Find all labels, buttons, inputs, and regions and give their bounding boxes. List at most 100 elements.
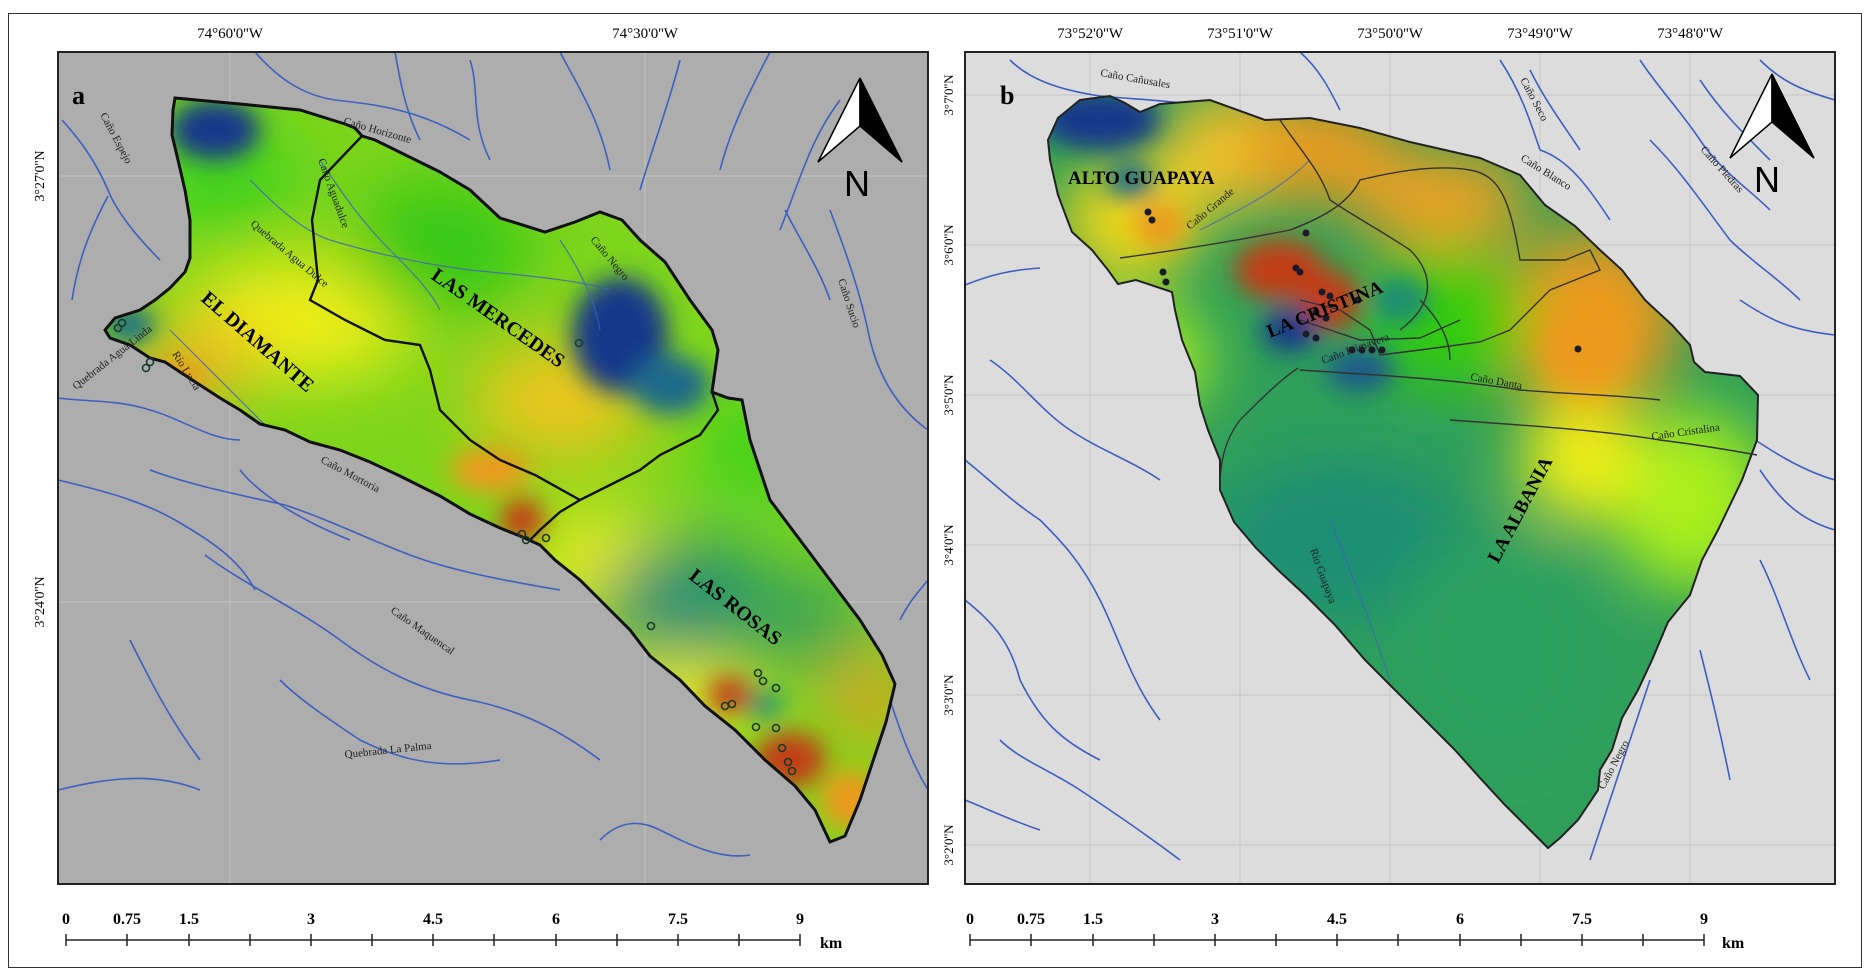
zone-boundary	[1419, 299, 1451, 361]
surface-blob	[1520, 400, 1640, 520]
north-label-a: N	[844, 163, 870, 204]
sample-point	[1302, 330, 1310, 338]
scale-tick-label: 9	[796, 911, 804, 928]
river-line	[71, 195, 109, 301]
panel-a-lat-label: 3°27'0''N	[33, 150, 48, 201]
zone-boundary	[1119, 167, 1601, 356]
rivers-outside-a	[57, 51, 929, 857]
panel-b-lat-label: 3°7'0''N	[941, 74, 956, 116]
panel-a-lon-label: 74°60'0''W	[197, 26, 264, 42]
river-line	[57, 479, 256, 591]
sample-point	[517, 529, 527, 539]
sample-point	[1322, 314, 1330, 322]
zone-boundary	[1299, 369, 1661, 401]
river-line	[599, 822, 751, 857]
sample-point	[1144, 208, 1152, 216]
river-line	[1649, 139, 1801, 301]
panel-b-lat-label: 3°4'0''N	[941, 524, 956, 566]
surface-blob	[730, 570, 870, 670]
river-line	[1739, 299, 1836, 336]
river-line	[1759, 469, 1836, 531]
sample-point	[771, 723, 781, 733]
surface-blob	[1326, 348, 1394, 392]
river-line	[559, 51, 611, 171]
sample-point	[1368, 346, 1376, 354]
sample-point	[1312, 334, 1320, 342]
river-line	[1329, 519, 1391, 681]
river-line	[1589, 679, 1651, 861]
panel-a-letter: a	[72, 81, 85, 110]
river-line	[1759, 59, 1836, 101]
surface-hotspots	[105, 100, 880, 830]
scale-tick-label: 0	[62, 911, 70, 928]
river-line	[1529, 69, 1581, 151]
surface-blob	[1262, 308, 1318, 352]
sample-point	[777, 743, 787, 753]
river-line	[639, 59, 681, 191]
sample-point	[771, 683, 781, 693]
river-line	[964, 267, 1041, 286]
sample-point	[758, 676, 768, 686]
sample-point	[574, 338, 584, 348]
scale-tick-label: 3	[1211, 911, 1219, 928]
scale-tick-label: 4.5	[1327, 911, 1347, 928]
sample-point	[1162, 278, 1170, 286]
surface-blob	[170, 100, 260, 160]
scale-unit-a: km	[820, 935, 843, 952]
surface-blob	[1390, 530, 1610, 770]
panel-b-frame	[964, 51, 1836, 885]
sample-point	[541, 533, 551, 543]
scale-tick-label: 3	[307, 911, 315, 928]
surface-blob	[630, 355, 710, 415]
north-label-b: N	[1754, 159, 1780, 200]
panel-a-frame	[57, 51, 929, 885]
scale-tick-label: 7.5	[1572, 911, 1592, 928]
sample-point	[1378, 346, 1386, 354]
panel-b-lon-label: 73°51'0''W	[1207, 26, 1274, 42]
river-line	[964, 599, 1101, 761]
river-line	[889, 699, 929, 791]
river-line	[61, 119, 161, 261]
river-line	[1499, 59, 1541, 151]
panel-b-lon-label: 73°50'0''W	[1357, 26, 1424, 42]
north-arrow-shape	[859, 77, 903, 163]
surface-blob	[1235, 240, 1325, 300]
zone-boundary	[529, 498, 581, 541]
surface-blob	[1106, 162, 1154, 198]
scale-tick-label: 0.75	[1017, 911, 1045, 928]
scale-tick-label: 6	[552, 911, 560, 928]
map-panel-b: b ALTO GUAPAYA LA CRISTINA LA ALBANIA Ca…	[941, 26, 1836, 952]
river-line	[964, 799, 1041, 831]
sample-point	[753, 668, 763, 678]
river-line	[204, 554, 601, 761]
river-line	[719, 51, 771, 171]
sample-point	[783, 757, 793, 767]
river-line	[249, 179, 611, 291]
river-line	[469, 59, 491, 161]
north-arrow-b: N	[1729, 73, 1815, 200]
panel-a-lat-label: 3°24'0''N	[33, 576, 48, 627]
sample-point	[1326, 292, 1334, 300]
surface-blob	[450, 448, 530, 492]
north-arrow-a: N	[817, 77, 903, 204]
zone-boundary	[1219, 367, 1299, 491]
panel-b-lon-label: 73°52'0''W	[1057, 26, 1124, 42]
river-line	[1699, 649, 1731, 781]
sample-point	[1296, 268, 1304, 276]
surface-blob	[1545, 310, 1625, 390]
river-line	[1699, 79, 1771, 161]
sample-point	[787, 766, 797, 776]
zone-boundaries-a	[308, 135, 720, 541]
sample-point	[141, 363, 151, 373]
sample-point	[117, 318, 127, 328]
scale-bar-b: 0 0.75 1.5 3 4.5 6 7.5 9 km	[966, 911, 1745, 952]
panel-b-letter: b	[1000, 81, 1014, 110]
river-line	[829, 209, 929, 431]
rivers-outside-b	[964, 51, 1836, 861]
surface-blob	[1370, 276, 1430, 324]
zone-boundary	[308, 135, 720, 502]
sample-point	[1148, 216, 1156, 224]
panel-b-lat-label: 3°2'0''N	[941, 824, 956, 866]
sample-point	[1302, 229, 1310, 237]
sample-point	[1318, 288, 1326, 296]
